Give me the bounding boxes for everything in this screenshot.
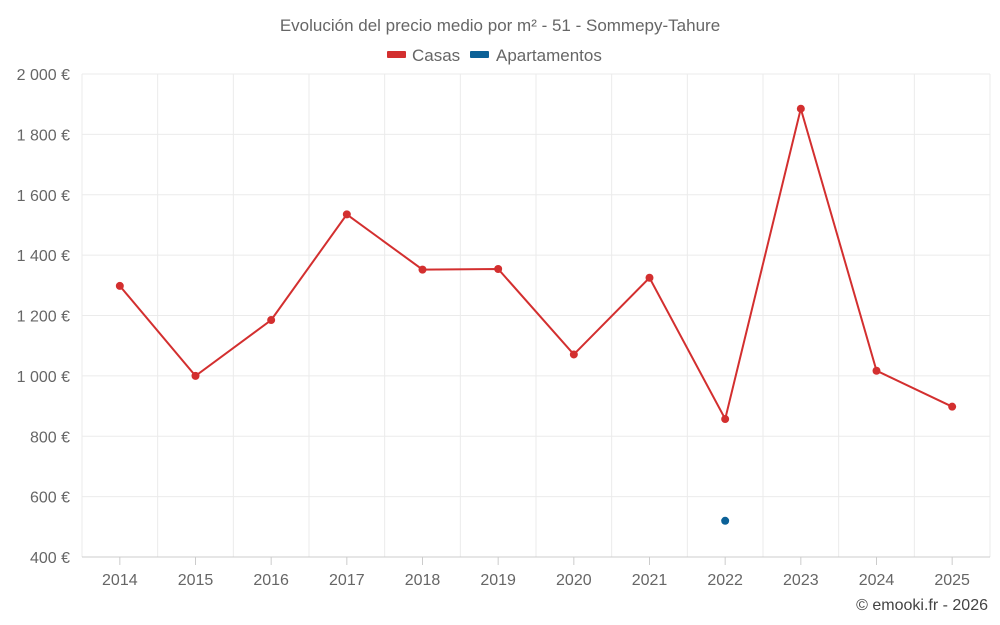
- x-tick-label: 2025: [934, 572, 970, 589]
- y-tick-label: 1 400 €: [17, 248, 70, 265]
- x-tick-label: 2014: [102, 572, 138, 589]
- data-point-casas[interactable]: [418, 265, 427, 274]
- legend: Casas Apartamentos: [387, 46, 602, 65]
- y-tick-label: 1 200 €: [17, 309, 70, 326]
- series-line-casas: [119, 104, 953, 422]
- y-tick-label: 800 €: [30, 429, 70, 446]
- data-point-casas[interactable]: [115, 281, 124, 290]
- x-tick-label: 2020: [556, 572, 592, 589]
- data-point-casas[interactable]: [721, 415, 730, 424]
- data-point-casas[interactable]: [645, 273, 654, 282]
- x-tick-label: 2019: [480, 572, 516, 589]
- data-point-casas[interactable]: [796, 104, 805, 113]
- x-tick-label: 2022: [707, 572, 743, 589]
- data-point-casas[interactable]: [494, 265, 503, 274]
- legend-item-casas[interactable]: Casas: [387, 46, 460, 65]
- data-point-casas[interactable]: [267, 316, 276, 325]
- x-tick-label: 2018: [405, 572, 441, 589]
- legend-label-casas: Casas: [412, 46, 460, 65]
- data-point-casas[interactable]: [569, 350, 578, 359]
- y-tick-label: 1 600 €: [17, 188, 70, 205]
- legend-item-apartamentos[interactable]: Apartamentos: [470, 46, 602, 65]
- x-tick-label: 2015: [178, 572, 214, 589]
- y-tick-label: 2 000 €: [17, 67, 70, 84]
- legend-swatch-casas: [387, 51, 406, 58]
- y-tick-label: 1 800 €: [17, 127, 70, 144]
- y-axis-ticks: 400 € 600 € 800 € 1 000 € 1 200 € 1 400 € 1 60…: [17, 67, 70, 567]
- x-tick-label: 2024: [859, 572, 895, 589]
- data-point-casas[interactable]: [342, 210, 351, 219]
- y-tick-label: 400 €: [30, 550, 70, 567]
- grid: [81, 73, 991, 557]
- legend-label-apartamentos: Apartamentos: [496, 46, 602, 65]
- data-point-casas[interactable]: [948, 402, 957, 411]
- x-tick-label: 2021: [632, 572, 668, 589]
- x-tick-label: 2017: [329, 572, 365, 589]
- credit-text: © emooki.fr - 2026: [856, 597, 988, 614]
- x-axis-ticks: 2014 2015 2016 2017 2018 2019 2020 2021 2022 2023…: [102, 557, 970, 589]
- data-point-casas[interactable]: [191, 371, 200, 380]
- x-tick-label: 2023: [783, 572, 819, 589]
- legend-swatch-apartamentos: [470, 51, 489, 58]
- chart-title: Evolución del precio medio por m² - 51 -…: [280, 16, 720, 35]
- y-tick-label: 1 000 €: [17, 369, 70, 386]
- data-point-apartamentos[interactable]: [721, 516, 730, 525]
- x-tick-label: 2016: [253, 572, 289, 589]
- data-point-casas[interactable]: [872, 366, 881, 375]
- y-tick-label: 600 €: [30, 490, 70, 507]
- series-layer: [115, 104, 957, 525]
